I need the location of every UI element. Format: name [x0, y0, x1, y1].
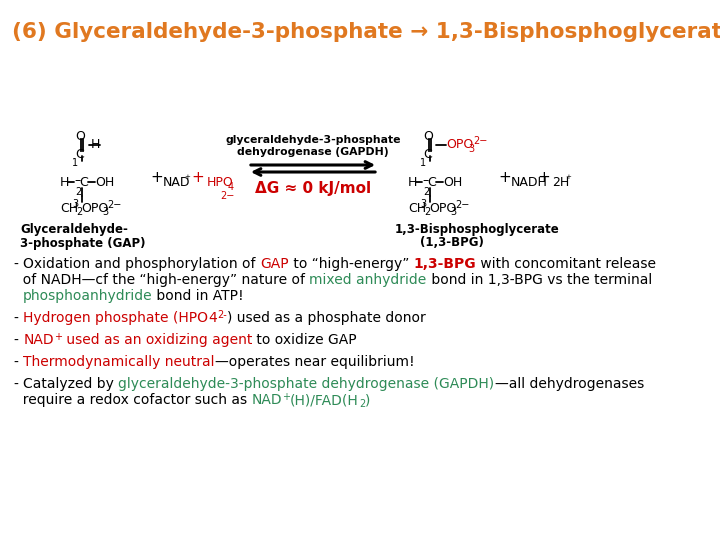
Text: OH: OH	[443, 176, 462, 188]
Text: H: H	[60, 176, 69, 188]
Text: 2−: 2−	[107, 200, 122, 210]
Text: –: –	[422, 174, 428, 187]
Text: +: +	[192, 170, 210, 185]
Text: Glyceraldehyde-: Glyceraldehyde-	[20, 224, 128, 237]
Text: 3: 3	[102, 207, 108, 217]
Text: HPO: HPO	[207, 176, 234, 188]
Text: OPO: OPO	[429, 201, 456, 214]
Text: used as an oxidizing agent: used as an oxidizing agent	[62, 333, 252, 347]
Text: O: O	[423, 131, 433, 144]
Text: C: C	[75, 148, 84, 161]
Text: Catalyzed by: Catalyzed by	[23, 377, 119, 391]
Text: NAD: NAD	[163, 176, 191, 188]
Text: 3: 3	[72, 199, 78, 209]
Text: glyceraldehyde-3-phosphate dehydrogenase (GAPDH): glyceraldehyde-3-phosphate dehydrogenase…	[119, 377, 495, 391]
Text: —operates near equilibrium!: —operates near equilibrium!	[215, 355, 415, 369]
Text: C: C	[79, 176, 88, 188]
Text: NAD: NAD	[23, 333, 54, 347]
Text: GAP: GAP	[260, 257, 289, 271]
Text: +: +	[565, 174, 571, 180]
Text: 2: 2	[423, 187, 429, 197]
Text: -: -	[14, 311, 23, 325]
Text: 3-phosphate (GAP): 3-phosphate (GAP)	[20, 237, 145, 249]
Text: 2-: 2-	[217, 310, 227, 320]
Text: (H)/FAD(H: (H)/FAD(H	[290, 393, 359, 407]
Text: H: H	[91, 138, 100, 152]
Text: Thermodynamically neutral: Thermodynamically neutral	[23, 355, 215, 369]
Text: ΔG ≈ 0 kJ/mol: ΔG ≈ 0 kJ/mol	[255, 180, 371, 195]
Text: +: +	[150, 170, 163, 185]
Text: OH: OH	[95, 176, 114, 188]
Text: -: -	[14, 377, 23, 391]
Text: CH: CH	[408, 201, 426, 214]
Text: Hydrogen phosphate (HPO: Hydrogen phosphate (HPO	[23, 311, 208, 325]
Text: +: +	[184, 174, 190, 180]
Text: 2−: 2−	[220, 191, 235, 201]
Text: OPO: OPO	[81, 201, 108, 214]
Text: NAD: NAD	[251, 393, 282, 407]
Text: 2: 2	[75, 187, 81, 197]
Text: bond in 1,3-BPG vs the terminal: bond in 1,3-BPG vs the terminal	[427, 273, 652, 287]
Text: NADH: NADH	[511, 176, 548, 188]
Text: bond in ATP!: bond in ATP!	[153, 289, 244, 303]
Text: of NADH—cf the “high-energy” nature of: of NADH—cf the “high-energy” nature of	[14, 273, 310, 287]
Text: 3: 3	[450, 207, 456, 217]
Text: –: –	[74, 174, 80, 187]
Text: 4: 4	[228, 182, 234, 192]
Text: 3: 3	[420, 199, 426, 209]
Text: 2−: 2−	[473, 136, 487, 146]
Text: 4: 4	[208, 311, 217, 325]
Text: 2−: 2−	[455, 200, 469, 210]
Text: CH: CH	[60, 201, 78, 214]
Text: 2: 2	[424, 207, 431, 217]
Text: 1,3-Bisphosphoglycerate: 1,3-Bisphosphoglycerate	[395, 224, 559, 237]
Text: glyceraldehyde-3-phosphate: glyceraldehyde-3-phosphate	[225, 135, 401, 145]
Text: require a redox cofactor such as: require a redox cofactor such as	[14, 393, 251, 407]
Text: O: O	[75, 131, 85, 144]
Text: 3: 3	[468, 144, 474, 154]
Text: 2H: 2H	[552, 176, 570, 188]
Text: to oxidize GAP: to oxidize GAP	[252, 333, 357, 347]
Text: (6) Glyceraldehyde-3-phosphate → 1,3-Bisphosphoglycerate: (6) Glyceraldehyde-3-phosphate → 1,3-Bis…	[12, 22, 720, 42]
Text: +: +	[537, 170, 550, 185]
Text: with concomitant release: with concomitant release	[476, 257, 656, 271]
Text: ) used as a phosphate donor: ) used as a phosphate donor	[227, 311, 426, 325]
Text: H: H	[408, 176, 418, 188]
Text: C: C	[423, 148, 432, 161]
Text: OPO: OPO	[446, 138, 473, 152]
Text: 2: 2	[359, 399, 365, 409]
Text: 1: 1	[420, 158, 426, 168]
Text: —all dehydrogenases: —all dehydrogenases	[495, 377, 644, 391]
Text: -: -	[14, 355, 23, 369]
Text: 1,3-BPG: 1,3-BPG	[413, 257, 476, 271]
Text: Oxidation and phosphorylation of: Oxidation and phosphorylation of	[23, 257, 260, 271]
Text: to “high-energy”: to “high-energy”	[289, 257, 413, 271]
Text: dehydrogenase (GAPDH): dehydrogenase (GAPDH)	[237, 147, 389, 157]
Text: -: -	[14, 333, 23, 347]
Text: +: +	[282, 392, 290, 402]
Text: phosphoanhydride: phosphoanhydride	[23, 289, 153, 303]
Text: +: +	[54, 332, 62, 342]
Text: ): )	[365, 393, 371, 407]
Text: +: +	[498, 170, 510, 185]
Text: 2: 2	[76, 207, 82, 217]
Text: mixed anhydride: mixed anhydride	[310, 273, 427, 287]
Text: C: C	[427, 176, 436, 188]
Text: 1: 1	[72, 158, 78, 168]
Text: -: -	[14, 257, 23, 271]
Text: (1,3-BPG): (1,3-BPG)	[420, 237, 484, 249]
